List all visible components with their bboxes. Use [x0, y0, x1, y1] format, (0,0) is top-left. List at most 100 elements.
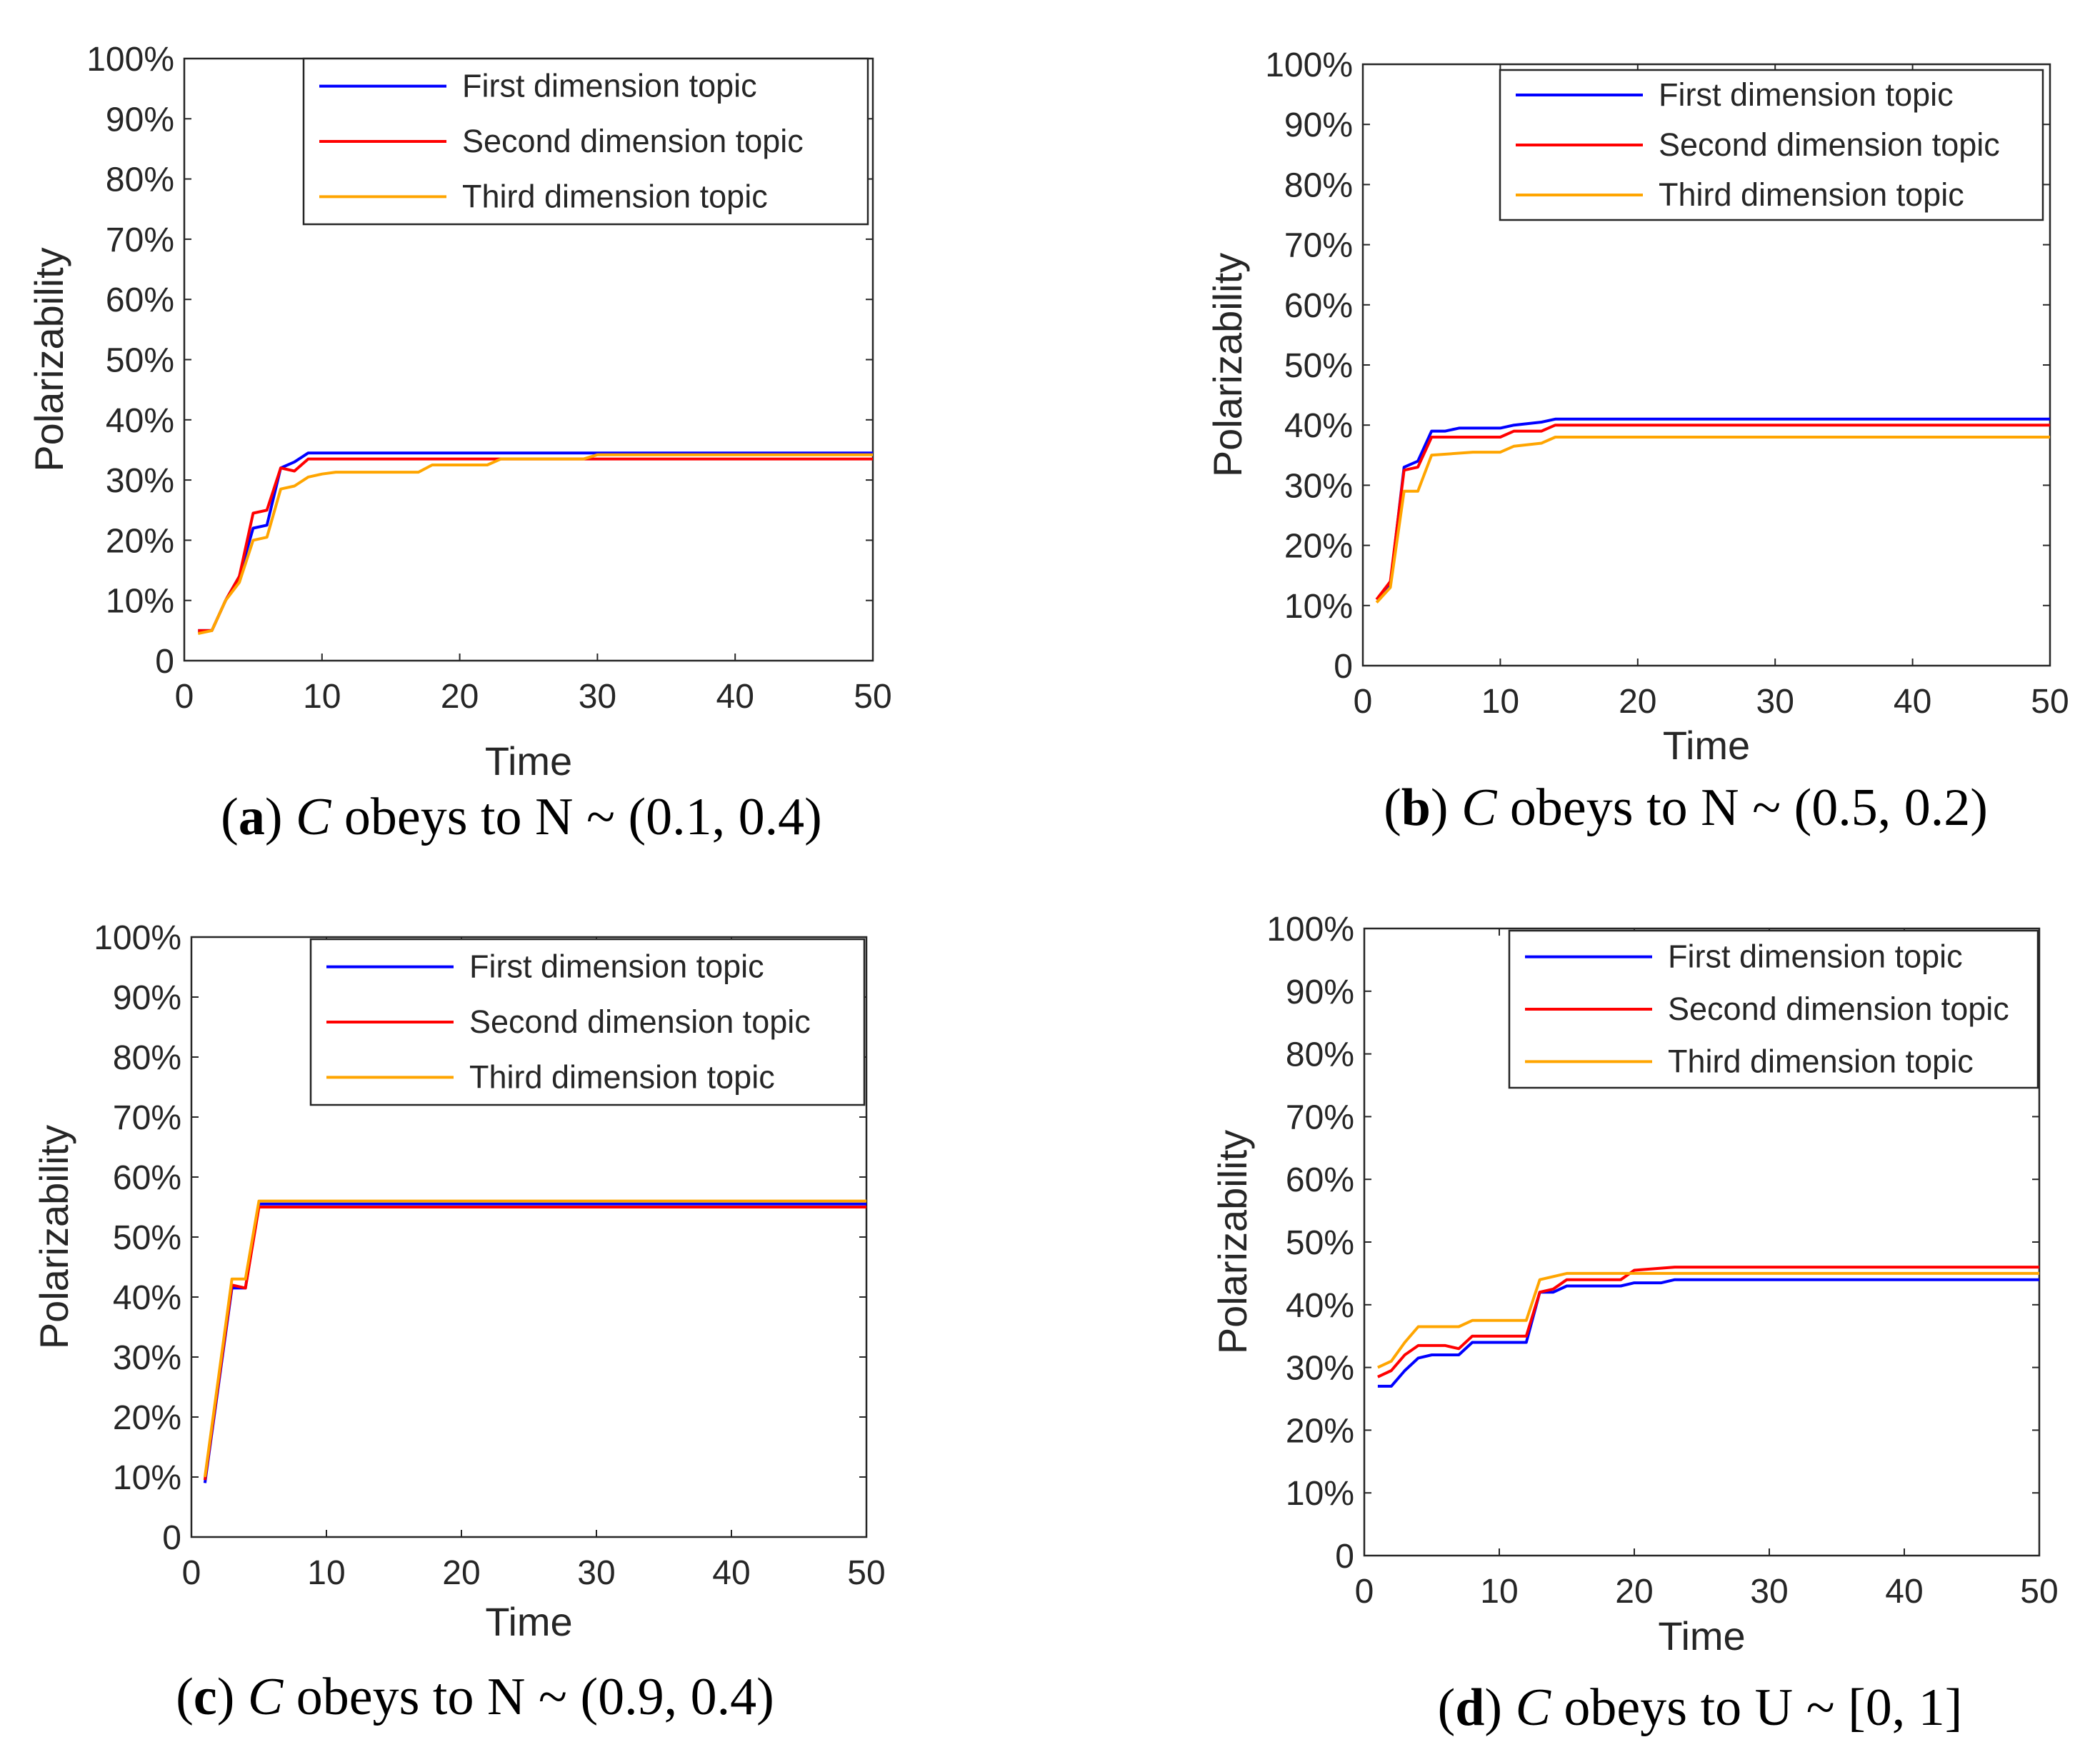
panel-caption: (d) C obeys to U ~ [0, 1] [1438, 1678, 1963, 1737]
series-line-3 [203, 1199, 866, 1478]
chart-panel-c: 0 10% 20% 30% 40% 50% 60% 70% 80% 90% 100% 0 10 20 30 4… [31, 919, 886, 1726]
y-tick-label: 0 [162, 1519, 181, 1557]
y-tick-label: 40% [1284, 407, 1353, 445]
x-tick-label: 10 [1481, 683, 1519, 721]
x-tick-label: 0 [175, 678, 194, 716]
chart-panel-a: 0 10% 20% 30% 40% 50% 60% 70% 80% 90% 100% 0 10 20 30 4… [26, 41, 892, 846]
x-tick-label: 30 [1756, 683, 1794, 721]
legend-label: First dimension topic [469, 948, 764, 985]
legend: First dimension topic Second dimension to… [1499, 69, 2044, 221]
y-tick-label: 40% [113, 1279, 181, 1317]
y-axis-label: Polarizability [26, 247, 71, 471]
x-tick-label: 40 [1894, 683, 1931, 721]
y-tick-label: 30% [106, 462, 174, 500]
x-tick-label: 0 [1355, 1573, 1374, 1611]
y-tick-label: 60% [1284, 287, 1353, 325]
y-tick-label: 70% [113, 1099, 181, 1137]
y-tick-label: 40% [1286, 1287, 1354, 1325]
y-tick-label: 80% [106, 161, 174, 199]
x-tick-label: 20 [442, 1554, 480, 1592]
x-tick-label: 0 [1354, 683, 1373, 721]
legend: First dimension topic Second dimension to… [309, 938, 866, 1106]
x-tick-label: 40 [1885, 1573, 1923, 1611]
y-tick-label: 20% [1286, 1412, 1354, 1450]
y-axis-label: Polarizability [1210, 1130, 1255, 1354]
y-tick-label: 80% [1286, 1036, 1354, 1074]
y-tick-label: 50% [1286, 1224, 1354, 1262]
y-tick-label: 100% [1266, 911, 1354, 948]
y-tick-label: 40% [106, 402, 174, 440]
y-tick-label: 90% [1286, 973, 1354, 1011]
legend-label: Third dimension topic [462, 178, 768, 214]
legend-label: First dimension topic [462, 68, 757, 104]
legend-label: Second dimension topic [1668, 991, 2009, 1027]
x-tick-label: 20 [1619, 683, 1656, 721]
x-tick-label: 20 [441, 678, 479, 716]
x-tick-label: 10 [1480, 1573, 1518, 1611]
y-tick-label: 50% [106, 342, 174, 380]
y-tick-label: 90% [1284, 106, 1353, 144]
y-axis-label: Polarizability [1205, 253, 1250, 477]
y-tick-label: 30% [1286, 1350, 1354, 1388]
legend-label: Second dimension topic [1659, 126, 2000, 163]
y-tick-label: 70% [106, 221, 174, 259]
y-tick-label: 80% [1284, 166, 1353, 204]
chart-panel-d: 0 10% 20% 30% 40% 50% 60% 70% 80% 90% 100% 0 10 20 30 4… [1210, 911, 2059, 1737]
x-axis-label: Time [1658, 1613, 1745, 1658]
panel-caption: (a) C obeys to N ~ (0.1, 0.4) [221, 788, 822, 846]
y-tick-label: 20% [113, 1399, 181, 1437]
y-tick-label: 50% [113, 1219, 181, 1257]
legend: First dimension topic Second dimension to… [1508, 929, 2039, 1089]
x-tick-label: 10 [303, 678, 341, 716]
y-tick-label: 100% [1265, 46, 1353, 84]
y-tick-label: 70% [1286, 1098, 1354, 1136]
x-tick-label: 30 [577, 1554, 615, 1592]
x-tick-label: 20 [1615, 1573, 1653, 1611]
legend: First dimension topic Second dimension to… [302, 57, 869, 226]
x-axis-label: Time [485, 739, 572, 784]
y-axis-label: Polarizability [31, 1125, 76, 1349]
x-tick-label: 10 [307, 1554, 345, 1592]
x-axis-label: Time [485, 1599, 572, 1644]
panel-caption: (b) C obeys to N ~ (0.5, 0.2) [1384, 779, 1988, 837]
y-tick-label: 90% [106, 101, 174, 139]
y-tick-label: 10% [1284, 588, 1353, 626]
y-tick-label: 90% [113, 979, 181, 1017]
x-tick-label: 40 [716, 678, 754, 716]
x-tick-label: 30 [579, 678, 616, 716]
series-line-2 [1375, 424, 2050, 601]
y-tick-label: 100% [94, 919, 181, 957]
series-line-3 [1377, 1271, 2039, 1369]
panel-caption: (c) C obeys to N ~ (0.9, 0.4) [176, 1668, 774, 1726]
y-tick-label: 60% [113, 1159, 181, 1197]
x-tick-label: 50 [2031, 683, 2069, 721]
y-tick-label: 0 [1334, 648, 1353, 686]
x-tick-label: 40 [712, 1554, 750, 1592]
y-tick-label: 10% [113, 1459, 181, 1497]
y-tick-label: 50% [1284, 347, 1353, 385]
y-tick-label: 10% [1286, 1475, 1354, 1513]
series-line-3 [197, 453, 873, 636]
y-tick-label: 0 [155, 643, 174, 681]
y-tick-label: 30% [1284, 467, 1353, 505]
legend-label: Second dimension topic [462, 123, 804, 159]
x-tick-label: 50 [854, 678, 891, 716]
y-tick-label: 80% [113, 1039, 181, 1077]
x-tick-label: 50 [847, 1554, 885, 1592]
legend-label: Third dimension topic [1668, 1043, 1974, 1079]
x-tick-label: 0 [182, 1554, 201, 1592]
y-tick-label: 100% [86, 41, 174, 79]
y-tick-label: 30% [113, 1339, 181, 1377]
legend-label: First dimension topic [1659, 76, 1954, 113]
x-tick-label: 30 [1750, 1573, 1788, 1611]
y-tick-label: 20% [1284, 528, 1353, 566]
chart-panel-b: 0 10% 20% 30% 40% 50% 60% 70% 80% 90% 100% 0 10 20 30 4… [1205, 46, 2069, 837]
y-tick-label: 20% [106, 522, 174, 560]
y-tick-label: 10% [106, 583, 174, 621]
series-line-3 [1375, 436, 2050, 604]
legend-label: Second dimension topic [469, 1003, 811, 1040]
y-tick-label: 60% [106, 281, 174, 319]
y-tick-label: 60% [1286, 1161, 1354, 1199]
y-tick-label: 70% [1284, 227, 1353, 265]
